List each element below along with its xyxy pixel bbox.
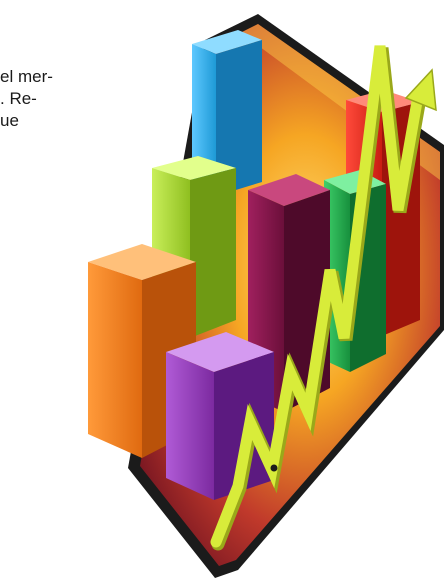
- bar-purple: [166, 332, 274, 500]
- text-line: . Re-: [0, 89, 37, 108]
- text-line: ue: [0, 111, 19, 130]
- text-line: el mer-: [0, 67, 53, 86]
- body-text-fragment: el mer- . Re- ue: [0, 66, 110, 132]
- rising-arrow: [210, 45, 437, 551]
